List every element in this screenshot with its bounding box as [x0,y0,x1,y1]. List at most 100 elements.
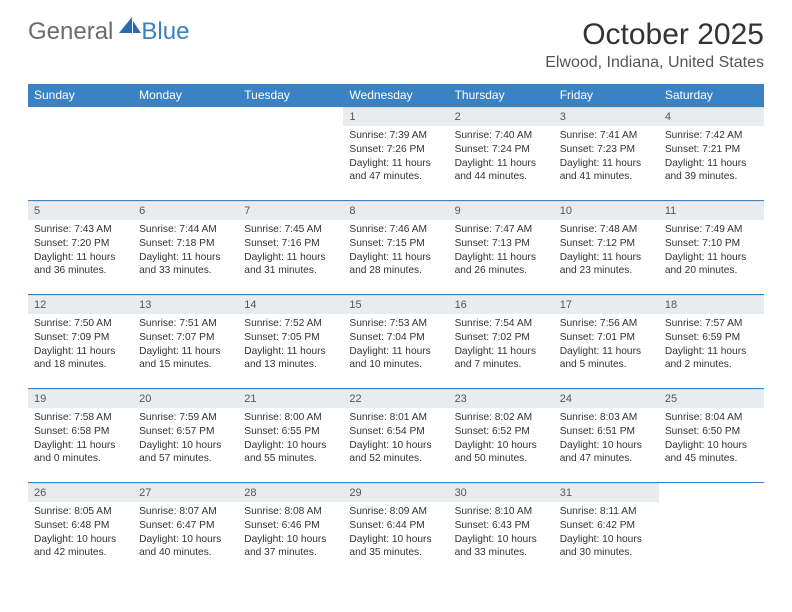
calendar-day-cell: 15Sunrise: 7:53 AMSunset: 7:04 PMDayligh… [343,295,448,389]
day-body: Sunrise: 7:51 AMSunset: 7:07 PMDaylight:… [133,314,238,376]
daylight-text: Daylight: 10 hours and 50 minutes. [455,439,548,467]
day-number: 18 [659,295,764,314]
sunrise-text: Sunrise: 7:47 AM [455,223,548,237]
daylight-text: Daylight: 11 hours and 44 minutes. [455,157,548,185]
calendar-week-row: 5Sunrise: 7:43 AMSunset: 7:20 PMDaylight… [28,201,764,295]
daylight-text: Daylight: 11 hours and 23 minutes. [560,251,653,279]
calendar-week-row: 26Sunrise: 8:05 AMSunset: 6:48 PMDayligh… [28,483,764,577]
daylight-text: Daylight: 11 hours and 5 minutes. [560,345,653,373]
sunset-text: Sunset: 7:16 PM [244,237,337,251]
daylight-text: Daylight: 10 hours and 52 minutes. [349,439,442,467]
sunrise-text: Sunrise: 8:08 AM [244,505,337,519]
day-body: Sunrise: 8:10 AMSunset: 6:43 PMDaylight:… [449,502,554,564]
day-body: Sunrise: 8:01 AMSunset: 6:54 PMDaylight:… [343,408,448,470]
sunset-text: Sunset: 6:59 PM [665,331,758,345]
daylight-text: Daylight: 11 hours and 20 minutes. [665,251,758,279]
sunrise-text: Sunrise: 7:39 AM [349,129,442,143]
day-body: Sunrise: 7:46 AMSunset: 7:15 PMDaylight:… [343,220,448,282]
title-block: October 2025 Elwood, Indiana, United Sta… [545,18,764,72]
sunset-text: Sunset: 6:48 PM [34,519,127,533]
daylight-text: Daylight: 11 hours and 26 minutes. [455,251,548,279]
daylight-text: Daylight: 10 hours and 35 minutes. [349,533,442,561]
sunset-text: Sunset: 7:20 PM [34,237,127,251]
calendar-day-cell: 7Sunrise: 7:45 AMSunset: 7:16 PMDaylight… [238,201,343,295]
day-number: 15 [343,295,448,314]
sunset-text: Sunset: 7:07 PM [139,331,232,345]
calendar-day-cell: 11Sunrise: 7:49 AMSunset: 7:10 PMDayligh… [659,201,764,295]
calendar-day-cell: 9Sunrise: 7:47 AMSunset: 7:13 PMDaylight… [449,201,554,295]
calendar-day-cell: 23Sunrise: 8:02 AMSunset: 6:52 PMDayligh… [449,389,554,483]
day-body: Sunrise: 8:11 AMSunset: 6:42 PMDaylight:… [554,502,659,564]
day-body: Sunrise: 7:47 AMSunset: 7:13 PMDaylight:… [449,220,554,282]
day-number: 27 [133,483,238,502]
sunset-text: Sunset: 7:12 PM [560,237,653,251]
sunrise-text: Sunrise: 7:53 AM [349,317,442,331]
sunset-text: Sunset: 7:02 PM [455,331,548,345]
calendar-table: Sunday Monday Tuesday Wednesday Thursday… [28,84,764,577]
calendar-day-cell: 13Sunrise: 7:51 AMSunset: 7:07 PMDayligh… [133,295,238,389]
sunset-text: Sunset: 7:01 PM [560,331,653,345]
calendar-day-cell: 28Sunrise: 8:08 AMSunset: 6:46 PMDayligh… [238,483,343,577]
sunrise-text: Sunrise: 7:45 AM [244,223,337,237]
weekday-header: Sunday [28,84,133,107]
calendar-day-cell: 29Sunrise: 8:09 AMSunset: 6:44 PMDayligh… [343,483,448,577]
daylight-text: Daylight: 10 hours and 33 minutes. [455,533,548,561]
day-body: Sunrise: 7:59 AMSunset: 6:57 PMDaylight:… [133,408,238,470]
sunset-text: Sunset: 6:50 PM [665,425,758,439]
calendar-day-cell: 12Sunrise: 7:50 AMSunset: 7:09 PMDayligh… [28,295,133,389]
sunrise-text: Sunrise: 7:50 AM [34,317,127,331]
day-body: Sunrise: 7:57 AMSunset: 6:59 PMDaylight:… [659,314,764,376]
sunset-text: Sunset: 7:21 PM [665,143,758,157]
calendar-day-cell: 18Sunrise: 7:57 AMSunset: 6:59 PMDayligh… [659,295,764,389]
weekday-header-row: Sunday Monday Tuesday Wednesday Thursday… [28,84,764,107]
day-body: Sunrise: 8:09 AMSunset: 6:44 PMDaylight:… [343,502,448,564]
day-number: 24 [554,389,659,408]
calendar-day-cell: 25Sunrise: 8:04 AMSunset: 6:50 PMDayligh… [659,389,764,483]
calendar-day-cell: 17Sunrise: 7:56 AMSunset: 7:01 PMDayligh… [554,295,659,389]
day-number: 23 [449,389,554,408]
day-body: Sunrise: 7:39 AMSunset: 7:26 PMDaylight:… [343,126,448,188]
calendar-day-cell: 14Sunrise: 7:52 AMSunset: 7:05 PMDayligh… [238,295,343,389]
calendar-day-cell: 31Sunrise: 8:11 AMSunset: 6:42 PMDayligh… [554,483,659,577]
daylight-text: Daylight: 10 hours and 42 minutes. [34,533,127,561]
sunrise-text: Sunrise: 7:41 AM [560,129,653,143]
day-body: Sunrise: 7:43 AMSunset: 7:20 PMDaylight:… [28,220,133,282]
sunset-text: Sunset: 6:54 PM [349,425,442,439]
calendar-day-cell: 20Sunrise: 7:59 AMSunset: 6:57 PMDayligh… [133,389,238,483]
sunrise-text: Sunrise: 7:51 AM [139,317,232,331]
sunrise-text: Sunrise: 8:01 AM [349,411,442,425]
daylight-text: Daylight: 11 hours and 36 minutes. [34,251,127,279]
day-number: 13 [133,295,238,314]
day-number: 7 [238,201,343,220]
day-number: 26 [28,483,133,502]
calendar-day-cell: 21Sunrise: 8:00 AMSunset: 6:55 PMDayligh… [238,389,343,483]
weekday-header: Monday [133,84,238,107]
day-number: 28 [238,483,343,502]
location: Elwood, Indiana, United States [545,54,764,72]
calendar-day-cell: 24Sunrise: 8:03 AMSunset: 6:51 PMDayligh… [554,389,659,483]
calendar-day-cell: 10Sunrise: 7:48 AMSunset: 7:12 PMDayligh… [554,201,659,295]
day-number: 3 [554,107,659,126]
sunrise-text: Sunrise: 8:02 AM [455,411,548,425]
daylight-text: Daylight: 11 hours and 39 minutes. [665,157,758,185]
calendar-day-cell [659,483,764,577]
sunset-text: Sunset: 7:04 PM [349,331,442,345]
daylight-text: Daylight: 11 hours and 13 minutes. [244,345,337,373]
day-number: 21 [238,389,343,408]
logo: General Blue [28,18,189,46]
day-body: Sunrise: 8:02 AMSunset: 6:52 PMDaylight:… [449,408,554,470]
calendar-day-cell: 27Sunrise: 8:07 AMSunset: 6:47 PMDayligh… [133,483,238,577]
sunset-text: Sunset: 6:52 PM [455,425,548,439]
day-number: 9 [449,201,554,220]
day-number: 14 [238,295,343,314]
logo-text-general: General [28,18,113,46]
day-body: Sunrise: 8:03 AMSunset: 6:51 PMDaylight:… [554,408,659,470]
sunrise-text: Sunrise: 8:00 AM [244,411,337,425]
sunset-text: Sunset: 6:44 PM [349,519,442,533]
day-body: Sunrise: 8:08 AMSunset: 6:46 PMDaylight:… [238,502,343,564]
day-body: Sunrise: 7:49 AMSunset: 7:10 PMDaylight:… [659,220,764,282]
day-body: Sunrise: 8:07 AMSunset: 6:47 PMDaylight:… [133,502,238,564]
sunrise-text: Sunrise: 7:48 AM [560,223,653,237]
daylight-text: Daylight: 11 hours and 28 minutes. [349,251,442,279]
sunrise-text: Sunrise: 7:43 AM [34,223,127,237]
